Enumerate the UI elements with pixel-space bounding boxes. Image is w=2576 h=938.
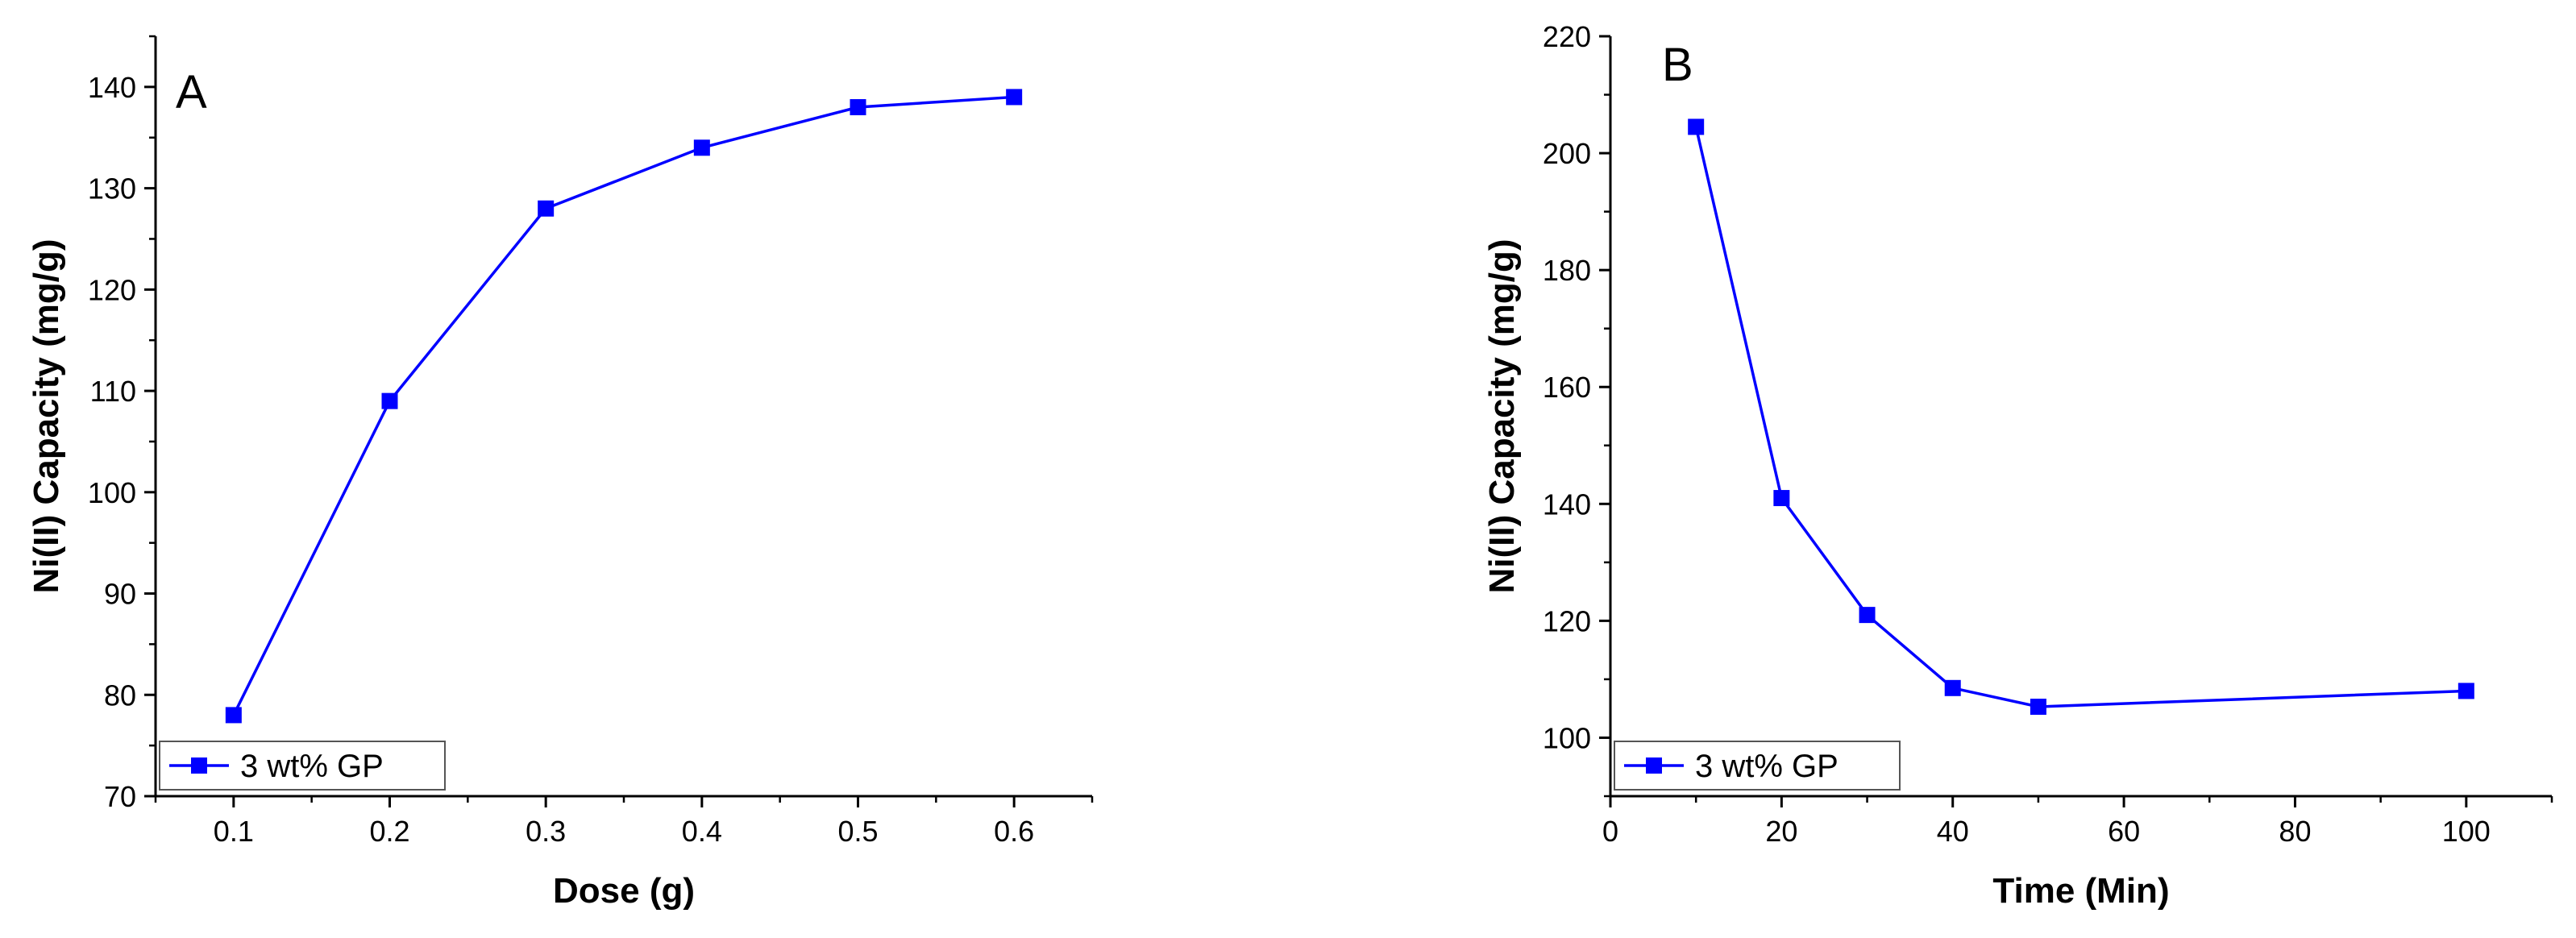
data-point-marker bbox=[538, 200, 555, 217]
data-point-marker bbox=[2030, 699, 2046, 716]
y-tick-label: 140 bbox=[1543, 488, 1591, 521]
y-tick-label: 120 bbox=[1543, 604, 1591, 637]
y-tick-label: 110 bbox=[90, 375, 136, 408]
chart-panel-b: 0 20 40 60 80 100 100 120 140 160 180 200 220 Time (M… bbox=[1482, 20, 2553, 911]
y-tick-label: 160 bbox=[1543, 371, 1591, 404]
data-point-marker bbox=[1944, 679, 1961, 696]
series-line bbox=[1694, 127, 2466, 708]
legend-marker bbox=[1646, 757, 1662, 774]
data-point-marker bbox=[693, 139, 710, 156]
y-tick-label: 220 bbox=[1543, 20, 1591, 53]
y-axis-title: Ni(II) Capacity (mg/g) bbox=[27, 239, 66, 593]
x-tick-label: 0.3 bbox=[526, 815, 566, 848]
data-point-marker bbox=[381, 392, 398, 409]
y-tick-label: 100 bbox=[1543, 721, 1591, 754]
y-tick-label: 100 bbox=[88, 476, 136, 509]
x-tick-label: 100 bbox=[2442, 815, 2491, 848]
data-point-marker bbox=[225, 707, 242, 724]
x-tick-label: 60 bbox=[2108, 815, 2140, 848]
y-tick-label: 200 bbox=[1543, 137, 1591, 170]
y-tick-label: 90 bbox=[104, 578, 136, 611]
x-tick-label: 0.4 bbox=[682, 815, 722, 848]
x-tick-label: 0 bbox=[1602, 815, 1618, 848]
y-tick-label: 80 bbox=[104, 679, 136, 712]
x-tick-label: 40 bbox=[1937, 815, 1969, 848]
x-axis-title: Time (Min) bbox=[1992, 871, 2169, 911]
y-tick-label: 70 bbox=[104, 780, 136, 813]
data-point-marker bbox=[1006, 89, 1023, 106]
y-tick-label: 180 bbox=[1543, 254, 1591, 287]
data-point-marker bbox=[1688, 118, 1705, 135]
panel-label: B bbox=[1662, 39, 1693, 91]
data-point-marker bbox=[1859, 607, 1876, 624]
y-tick-label: 140 bbox=[88, 71, 136, 104]
y-tick-label: 130 bbox=[88, 172, 136, 205]
x-tick-label: 0.1 bbox=[214, 815, 254, 848]
data-point-marker bbox=[850, 99, 866, 116]
x-tick-label: 80 bbox=[2279, 815, 2311, 848]
y-tick-label: 120 bbox=[88, 273, 136, 306]
x-tick-label: 0.5 bbox=[837, 815, 878, 848]
x-tick-label: 0.2 bbox=[369, 815, 409, 848]
x-axis-title: Dose (g) bbox=[553, 871, 695, 911]
y-axis-title: Ni(II) Capacity (mg/g) bbox=[1482, 239, 1522, 593]
data-point-marker bbox=[1773, 490, 1790, 507]
legend-marker bbox=[191, 757, 207, 774]
legend-label: 3 wt% GP bbox=[1695, 749, 1839, 784]
legend-label: 3 wt% GP bbox=[240, 749, 384, 784]
data-point-marker bbox=[2458, 683, 2474, 699]
x-tick-label: 0.6 bbox=[994, 815, 1034, 848]
series-line bbox=[232, 95, 1015, 716]
x-tick-label: 20 bbox=[1765, 815, 1797, 848]
panel-label: A bbox=[176, 66, 207, 118]
chart-panel-a: 0.1 0.2 0.3 0.4 0.5 0.6 70 80 90 100 110 120 130 140 D… bbox=[27, 35, 1094, 911]
